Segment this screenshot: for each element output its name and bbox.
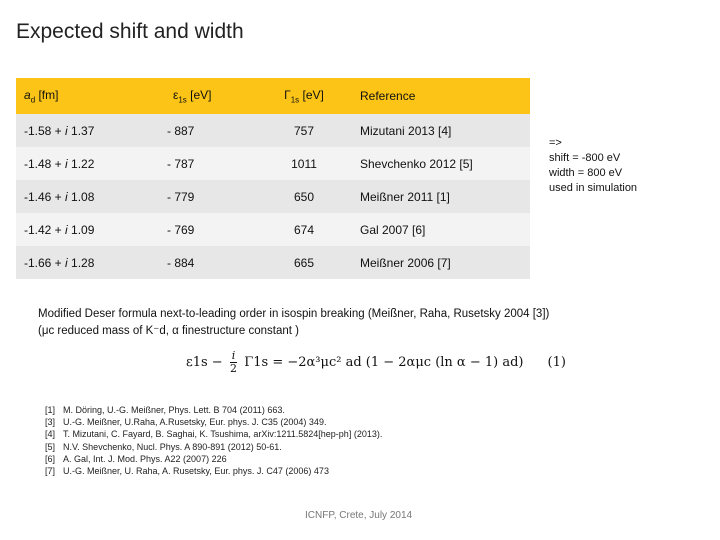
reference-number: [3]	[45, 417, 56, 428]
reference-text: A. Gal, Int. J. Mod. Phys. A22 (2007) 22…	[63, 453, 227, 464]
header-width: Γ1s [eV]	[256, 78, 352, 114]
reference-text: U.-G. Meißner, U. Raha, A. Rusetsky, Eur…	[63, 466, 329, 477]
cell-shift: - 779	[147, 180, 256, 213]
header-reference: Reference	[352, 78, 530, 114]
table-row: -1.46 + i 1.08- 779 650 Meißner 2011 [1]	[16, 180, 530, 213]
cell-scattering-length: -1.58 + i 1.37	[16, 114, 147, 147]
header-shift: ε1s [eV]	[147, 78, 256, 114]
cell-shift: - 787	[147, 147, 256, 180]
formula-rhs: Γ1s = −2α³μc² ad (1 − 2αμc (ln α − 1) ad…	[244, 355, 524, 370]
cell-scattering-length: -1.66 + i 1.28	[16, 246, 147, 279]
cell-shift: - 884	[147, 246, 256, 279]
cell-width: 650	[256, 180, 352, 213]
conclusion-note: => shift = -800 eV width = 800 eV used i…	[549, 137, 638, 194]
cell-width: 1011	[256, 147, 352, 180]
reference-item: [7] U.-G. Meißner, U. Raha, A. Rusetsky, …	[45, 465, 382, 477]
results-table: ad [fm] ε1s [eV] Γ1s [eV] Reference -1.5…	[16, 78, 530, 279]
cell-reference: Shevchenko 2012 [5]	[352, 147, 530, 180]
reference-item: [4] T. Mizutani, C. Fayard, B. Saghai, K.…	[45, 428, 382, 440]
cell-scattering-length: -1.42 + i 1.09	[16, 213, 147, 246]
slide-title: Expected shift and width	[16, 20, 244, 43]
deser-formula-description: Modified Deser formula next-to-leading o…	[38, 306, 688, 340]
reference-number: [4]	[45, 429, 56, 440]
cell-width: 665	[256, 246, 352, 279]
reference-number: [1]	[45, 405, 56, 415]
cell-reference: Mizutani 2013 [4]	[352, 114, 530, 147]
reference-number: [5]	[45, 441, 56, 452]
cell-reference: Meißner 2006 [7]	[352, 246, 530, 279]
formula-fraction: i 2	[229, 349, 238, 375]
table-row: -1.48 + i 1.22- 787 1011 Shevchenko 2012 […	[16, 147, 530, 180]
cell-width: 757	[256, 114, 352, 147]
deser-formula: ε1s − i 2 Γ1s = −2α³μc² ad (1 − 2αμc (ln…	[186, 350, 566, 375]
reference-item: [1] M. Döring, U.-G. Meißner, Phys. Lett.…	[45, 404, 382, 416]
reference-text: N.V. Shevchenko, Nucl. Phys. A 890-891 (…	[63, 441, 282, 452]
table-header-row: ad [fm] ε1s [eV] Γ1s [eV] Reference	[16, 78, 530, 114]
reference-item: [5] N.V. Shevchenko, Nucl. Phys. A 890-89…	[45, 441, 382, 453]
cell-reference: Meißner 2011 [1]	[352, 180, 530, 213]
deser-line-1: Modified Deser formula next-to-leading o…	[38, 308, 550, 320]
reference-number: [6]	[45, 453, 56, 464]
table-row: -1.58 + i 1.37- 887 757 Mizutani 2013 [4]	[16, 114, 530, 147]
reference-item: [6] A. Gal, Int. J. Mod. Phys. A22 (2007)…	[45, 453, 382, 465]
cell-shift: - 887	[147, 114, 256, 147]
table-row: -1.66 + i 1.28- 884 665 Meißner 2006 [7]	[16, 246, 530, 279]
reference-text: T. Mizutani, C. Fayard, B. Saghai, K. Ts…	[63, 429, 383, 440]
reference-number: [7]	[45, 466, 56, 477]
reference-text: M. Döring, U.-G. Meißner, Phys. Lett. B …	[63, 405, 285, 415]
formula-lhs: ε1s −	[186, 355, 223, 370]
cell-scattering-length: -1.48 + i 1.22	[16, 147, 147, 180]
cell-width: 674	[256, 213, 352, 246]
cell-scattering-length: -1.46 + i 1.08	[16, 180, 147, 213]
reference-text: U.-G. Meißner, U.Raha, A.Rusetsky, Eur. …	[63, 417, 327, 428]
reference-list: [1] M. Döring, U.-G. Meißner, Phys. Lett.…	[45, 404, 382, 477]
equation-number: (1)	[547, 355, 566, 370]
table-row: -1.42 + i 1.09- 769 674 Gal 2007 [6]	[16, 213, 530, 246]
deser-line-2: (μc reduced mass of K⁻d, α finestructure…	[38, 325, 299, 337]
header-scattering-length: ad [fm]	[16, 78, 147, 114]
reference-item: [3] U.-G. Meißner, U.Raha, A.Rusetsky, Eu…	[45, 416, 382, 428]
cell-shift: - 769	[147, 213, 256, 246]
cell-reference: Gal 2007 [6]	[352, 213, 530, 246]
footer-conference: ICNFP, Crete, July 2014	[305, 510, 413, 521]
